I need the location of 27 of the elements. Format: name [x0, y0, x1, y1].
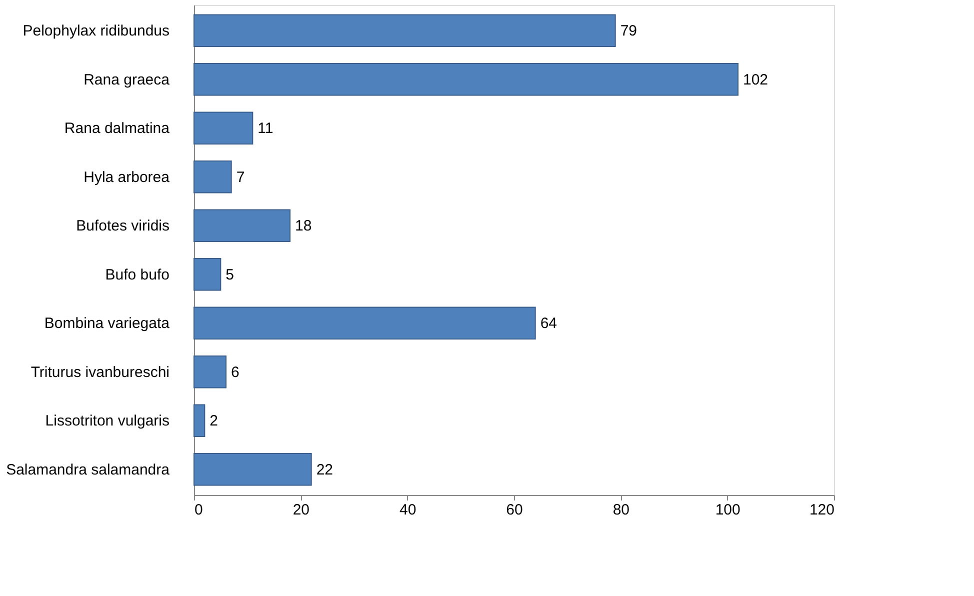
data-label: 5 — [226, 266, 234, 284]
x-tick-label: 100 — [715, 502, 740, 518]
data-label: 18 — [295, 218, 312, 235]
x-tick-label: 0 — [194, 502, 203, 518]
y-tick-label: Rana graeca — [84, 71, 170, 88]
y-tick-label: Pelophylax ridibundus — [22, 22, 170, 40]
x-tick-label: 60 — [506, 502, 523, 518]
y-tick-label: Hyla arborea — [84, 168, 170, 186]
y-tick-label: Bufotes viridis — [76, 218, 170, 235]
y-tick-label: Bufo bufo — [105, 266, 170, 284]
data-label: 64 — [540, 315, 558, 332]
x-tick-label: 80 — [612, 502, 630, 518]
data-label: 11 — [258, 120, 274, 138]
data-label: 6 — [231, 364, 240, 381]
y-tick-label: Triturus ivanbureschi — [30, 364, 170, 381]
y-tick-label: Salamandra salamandra — [6, 461, 170, 478]
data-label: 2 — [210, 412, 218, 430]
x-tick-label: 40 — [399, 502, 416, 518]
data-label: 22 — [316, 461, 334, 478]
x-tick-label: 20 — [292, 502, 310, 518]
data-label: 102 — [743, 71, 768, 88]
y-tick-label: Lissotriton vulgaris — [45, 412, 170, 430]
y-tick-label: Bombina variegata — [44, 315, 170, 332]
data-label: 79 — [620, 22, 638, 40]
x-tick-label: 120 — [809, 502, 834, 518]
y-tick-label: Rana dalmatina — [64, 120, 170, 138]
data-label: 7 — [236, 168, 245, 186]
